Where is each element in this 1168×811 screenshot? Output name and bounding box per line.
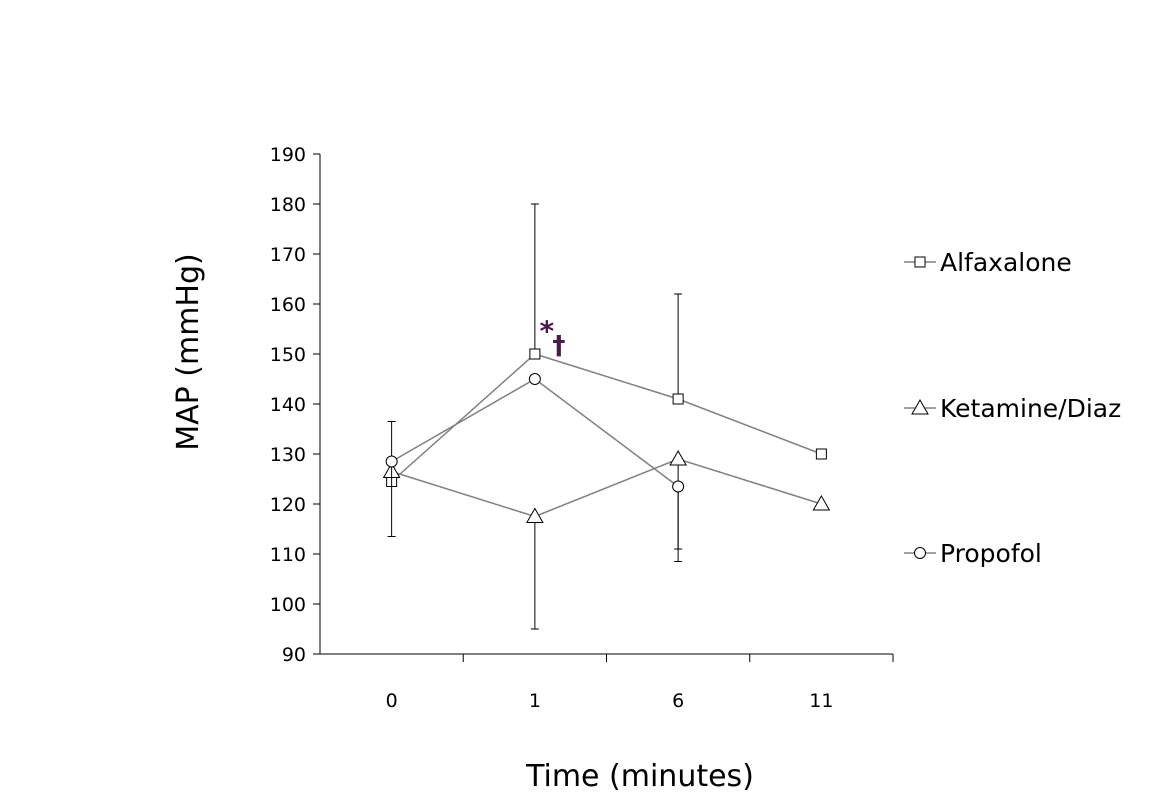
data-point-ketamine-diaz	[812, 494, 831, 511]
y-tick-label: 140	[270, 394, 306, 416]
y-axis: 90 100 110 120 130 140 150 160 170 180 190	[270, 144, 321, 666]
data-point-propofol	[528, 373, 541, 385]
y-axis-title: MAP (mmHg)	[171, 253, 206, 451]
y-tick-label: 150	[270, 344, 306, 366]
data-point-ketamine-diaz	[669, 449, 687, 466]
y-tick-label: 180	[270, 194, 306, 216]
legend-marker-circle	[914, 547, 926, 559]
series-line-alfaxalone	[391, 353, 822, 483]
legend: Alfaxalone Ketamine/Diaz Propofol	[904, 248, 1121, 568]
x-tick-label: 6	[672, 690, 684, 712]
legend-label: Alfaxalone	[940, 248, 1072, 277]
legend-item-propofol: Propofol	[904, 539, 1042, 568]
data-point-propofol	[385, 455, 398, 468]
data-point-alfaxalone	[815, 448, 827, 460]
data-point-ketamine-diaz	[526, 507, 544, 523]
legend-item-alfaxalone: Alfaxalone	[904, 248, 1072, 277]
y-tick-label: 170	[270, 244, 306, 266]
y-tick-label: 120	[270, 494, 306, 516]
significance-star: *	[540, 315, 555, 348]
series-propofol	[385, 373, 685, 562]
data-point-propofol	[672, 480, 685, 493]
legend-label: Propofol	[940, 539, 1042, 568]
series-line-propofol	[391, 378, 679, 488]
x-tick-label: 1	[529, 690, 541, 712]
x-tick-label: 0	[386, 690, 398, 712]
y-tick-label: 110	[270, 544, 306, 566]
legend-label: Ketamine/Diaz	[940, 394, 1121, 423]
legend-marker-triangle	[911, 398, 929, 415]
y-tick-label: 160	[270, 294, 306, 316]
y-tick-label: 130	[270, 444, 306, 466]
series-alfaxalone	[386, 203, 827, 487]
series-line-ketamine-diaz	[391, 458, 822, 518]
y-tick-label: 100	[270, 594, 306, 616]
x-tick-label: 11	[809, 690, 833, 712]
x-axis: 0 1 6 11	[320, 653, 894, 712]
legend-item-ketamine-diaz: Ketamine/Diaz	[904, 394, 1121, 423]
data-point-alfaxalone	[529, 348, 541, 360]
data-point-alfaxalone	[672, 393, 684, 405]
legend-marker-square	[914, 256, 926, 268]
annotation-layer: *†	[540, 315, 566, 362]
significance-dagger: †	[552, 331, 565, 361]
series-ketamine-diaz	[382, 449, 831, 630]
series-layer	[382, 203, 831, 630]
y-tick-label: 190	[270, 144, 306, 166]
x-axis-title: Time (minutes)	[525, 759, 754, 794]
y-tick-label: 90	[282, 644, 306, 666]
